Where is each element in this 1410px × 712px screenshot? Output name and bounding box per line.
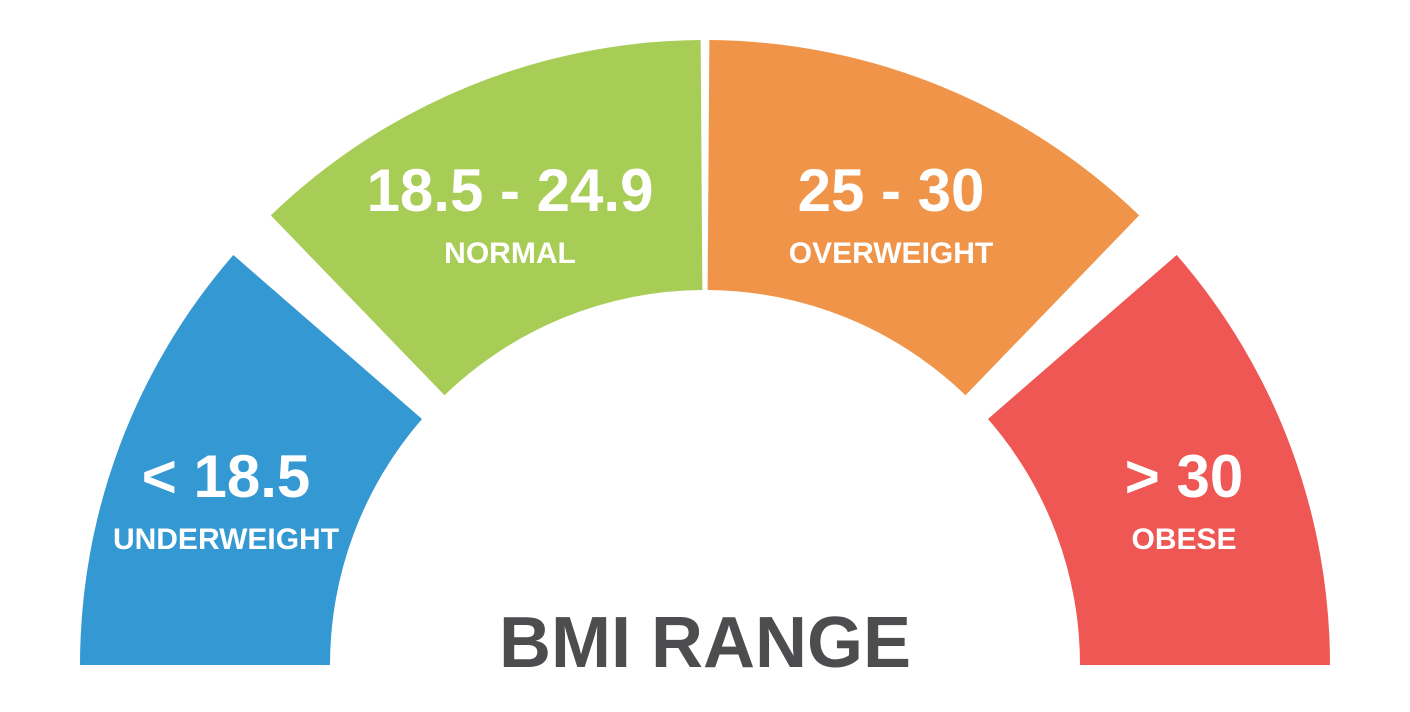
overweight-label: OVERWEIGHT: [789, 237, 993, 270]
segment-normal: [270, 40, 703, 396]
gauge-title: BMI RANGE: [499, 603, 911, 683]
obese-label: OBESE: [1131, 523, 1236, 556]
underweight-label: UNDERWEIGHT: [113, 523, 339, 556]
segment-underweight: [80, 254, 422, 665]
segment-overweight: [707, 40, 1140, 396]
normal-range: 18.5 - 24.9: [367, 157, 654, 224]
overweight-range: 25 - 30: [798, 157, 985, 224]
segment-obese: [988, 254, 1330, 665]
obese-range: > 30: [1125, 443, 1243, 510]
underweight-range: < 18.5: [142, 443, 311, 510]
normal-label: NORMAL: [444, 237, 576, 270]
